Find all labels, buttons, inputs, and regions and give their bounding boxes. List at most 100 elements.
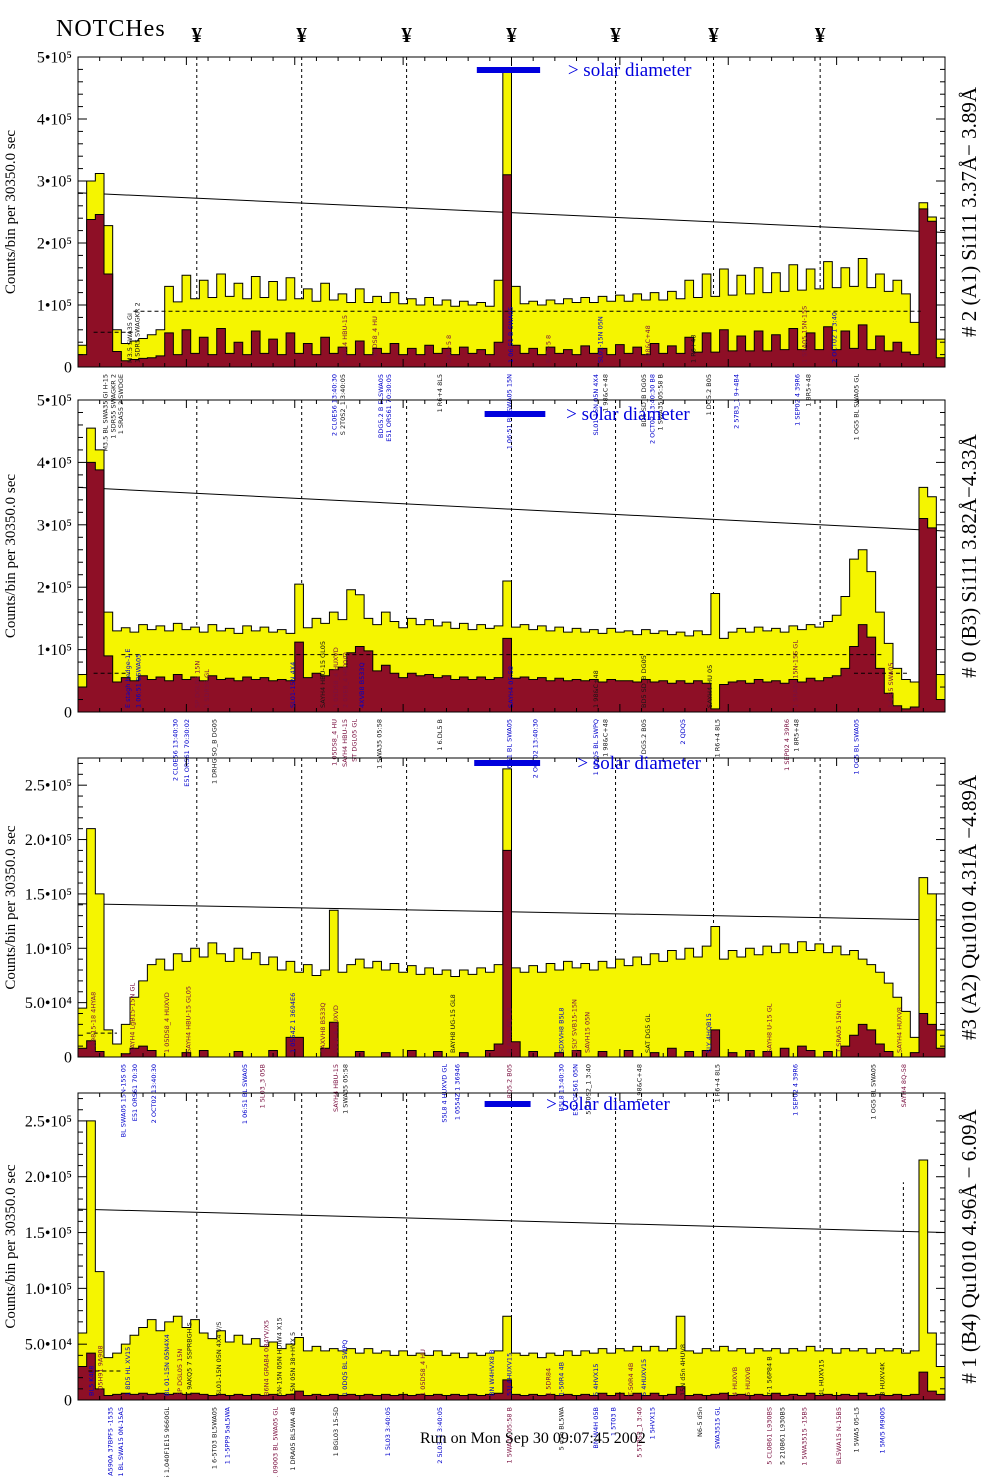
yen-symbol: ¥ [708, 23, 719, 47]
event-micro-label: 1SLY SVB15-15N [571, 999, 579, 1053]
y-tick-label: 3•10⁵ [37, 174, 72, 191]
event-micro-label: SWA3515 GL [714, 1407, 722, 1449]
event-micro-label: S 2T0S2_1 3:40:05 [339, 374, 347, 435]
event-micro-label: 1 DRHG SO_B DG05 [211, 719, 219, 784]
event-micro-label: SAYH4 8Q-58 [900, 1064, 908, 1107]
event-micro-label: 15N d5n 4HUV8 [679, 1344, 687, 1396]
y-tick-label: 2.5•10⁵ [25, 778, 72, 795]
event-micro-label: 1 SEP02 4 39R6 [783, 719, 791, 771]
solar-diameter-label: > solar diameter [566, 404, 690, 425]
event-micro-label: E51 ORS61 70:30:05 [385, 374, 393, 442]
event-micro-label: 1 SWA35 05:58 [342, 1064, 350, 1114]
event-micro-label: 4L HUXV15 [818, 1359, 826, 1396]
event-micro-label: 1 8R5+48 [792, 719, 800, 752]
y-tick-label: 1.0•10⁵ [25, 1281, 72, 1298]
event-micro-label: SAYH4 HBU-15 [341, 719, 349, 767]
event-micro-label: 1 5WA3515 -15B5 [800, 1407, 808, 1466]
solar-diameter-label: > solar diameter [568, 60, 692, 81]
event-micro-label: 1 SEP02 4 39R6 [792, 1064, 800, 1116]
event-micro-label: B5L8 13:40:30 [558, 1064, 566, 1112]
y-tick-label: 5.0•10⁴ [25, 995, 73, 1012]
event-micro-label: 1 SDR55 SWAGKR 2 [109, 374, 117, 439]
yen-symbol: ¥ [192, 23, 203, 47]
event-micro-label: N6-5 d5n [696, 1407, 704, 1437]
event-micro-label: 1 5WA5 05-L5 [852, 1407, 860, 1452]
event-micro-label: 1 R6+4 8L5 [714, 1064, 722, 1102]
event-micro-label: 1 SRA05 15N GL [835, 999, 843, 1053]
maroon-histogram [77, 461, 946, 713]
event-micro-label: 1 6-5T03 BL5WA05 [211, 1407, 219, 1469]
event-micro-label: 15N 05N 38+HVX 5 [289, 1332, 297, 1396]
event-micro-label: 2 5L03_1 3:40:05 [436, 1407, 444, 1464]
event-micro-label: S 05H91 9A908 [96, 1345, 104, 1396]
solar-diameter-bar [474, 760, 541, 766]
event-micro-label: BD5 SD_B DG05 [640, 655, 648, 708]
run-timestamp: Run on Mon Sep 30 09:07:45 2002 [420, 1430, 646, 1447]
event-micro-label: B AYH8 8Q-58 [506, 1007, 514, 1053]
event-micro-label: 1 5HVX15 [649, 1407, 657, 1439]
event-micro-label: SAYH4 HBU-15 GL05 [185, 986, 193, 1053]
solar-diameter-bar [476, 67, 541, 73]
event-micro-label: 1 SDR55 GL [203, 669, 211, 708]
y-tick-label: 5.0•10⁴ [25, 1337, 73, 1354]
y-tick-label: 1.5•10⁵ [25, 886, 72, 903]
event-micro-label: 1 8D5 HL XV15 [124, 1347, 132, 1396]
event-micro-label: 7-1 56P84 B [766, 1356, 774, 1396]
event-micro-label: BN W4H 05B [592, 1407, 600, 1449]
event-micro-label: 2 05E8_4 HUXVD [342, 652, 350, 708]
solar-diameter-bar [484, 1101, 531, 1107]
event-micro-label: 1 5WA35 05:58 B [506, 1407, 514, 1463]
micro-labels: V A9815-18 4HYA8 BAYH4 LgB15-15N GL 1 05DS… [89, 982, 908, 1137]
event-micro-label: 2 CL0E56 13:40:30 [172, 719, 180, 781]
yen-symbol: ¥ [506, 23, 517, 47]
event-micro-label: 4 HUXVB [731, 1367, 739, 1396]
event-micro-label: BAT+5 8 [445, 335, 453, 363]
event-micro-label: 1 0554Z 1 3694E6 [289, 993, 297, 1053]
event-micro-label: 5 5T0S2_1 3:40 [636, 1407, 644, 1458]
event-micro-label: 1 98&C+48 [636, 1064, 644, 1102]
event-micro-label: 2 OCT02 1 3:40 [831, 312, 839, 363]
event-micro-label: 5 d5n BL5WA [558, 1406, 566, 1450]
channel-label: # 0 (B3) Si111 3.82Å−4.33Å [957, 433, 981, 677]
page-title: NOTCHes [56, 16, 166, 42]
event-micro-label: 1 05DS8_4 HUXVD [163, 992, 171, 1053]
maroon-histogram [77, 174, 946, 368]
event-micro-label: 1 05DS8_4 HUXVD [332, 647, 340, 708]
solar-diameter-label: > solar diameter [546, 1094, 670, 1115]
event-micro-label: BAYH4 LgB15-15N GL [128, 982, 136, 1053]
event-micro-label: 1 DRA05 BL5WA 4B [289, 1407, 297, 1471]
event-micro-label: 5 1,040F1E15 9660GL [163, 1407, 171, 1477]
event-micro-label: 1 SDR5 SWAGKR 2 [134, 302, 142, 363]
event-micro-label: E51 ORS61 70:30:02 [183, 719, 191, 787]
channel-label: #3 (A2) Qu1010 4.31Å −4.89Å [957, 774, 981, 1040]
event-micro-label: 5N-15N 05N HUIW4 X15 [276, 1317, 284, 1396]
event-micro-label: B HUXV4K [878, 1362, 886, 1396]
event-micro-label: 2 CL0E56 13:40:30 [330, 374, 338, 436]
event-micro-label: ST DGL05 GL [350, 719, 358, 762]
event-micro-label: BDG5.2 B ELSWA05 [377, 374, 385, 438]
y-tick-label: 2•10⁵ [37, 236, 72, 253]
event-micro-label: 5 4HVX15 [592, 1364, 600, 1396]
event-micro-label: 1 8R5+48 [805, 374, 813, 407]
event-micro-label: SAYH4 05:58 [507, 666, 515, 708]
trend-line [77, 1208, 946, 1234]
y-tick-label: 0 [64, 1050, 72, 1067]
event-micro-label: 1 5M/5 M9005 [878, 1407, 886, 1454]
event-micro-label: SL01-15N 05N 4X4 [592, 374, 600, 436]
event-micro-label: SAT DG5 GL [644, 1013, 652, 1053]
event-micro-label: 2 OCT02 13:40:30 [532, 719, 540, 778]
event-micro-label: 1 98&C+48 [644, 325, 652, 363]
y-tick-label: 2.0•10⁵ [25, 1169, 72, 1186]
y-tick-label: 5•10⁵ [37, 50, 72, 67]
y-tick-label: 3•10⁵ [37, 517, 72, 534]
event-micro-label: 1 0DQ5 BL 5WPQ [592, 719, 600, 775]
event-micro-label: 1 5T03 B [610, 1407, 618, 1436]
event-micro-label: 1 SRA05 15N-15S GL [792, 640, 800, 708]
event-micro-label: 1 5L03 3:40:05 [384, 1407, 392, 1456]
y-tick-label: 0 [64, 705, 72, 722]
event-micro-label: M3.5 BL SWA35 GI H-15 [101, 374, 109, 452]
event-micro-label: 1 09003 BL 5WA05 GL [271, 1407, 279, 1477]
event-micro-label: 1 R6+4 8L5 [714, 719, 722, 757]
event-micro-label: 1-50R4 4B [558, 1362, 566, 1396]
